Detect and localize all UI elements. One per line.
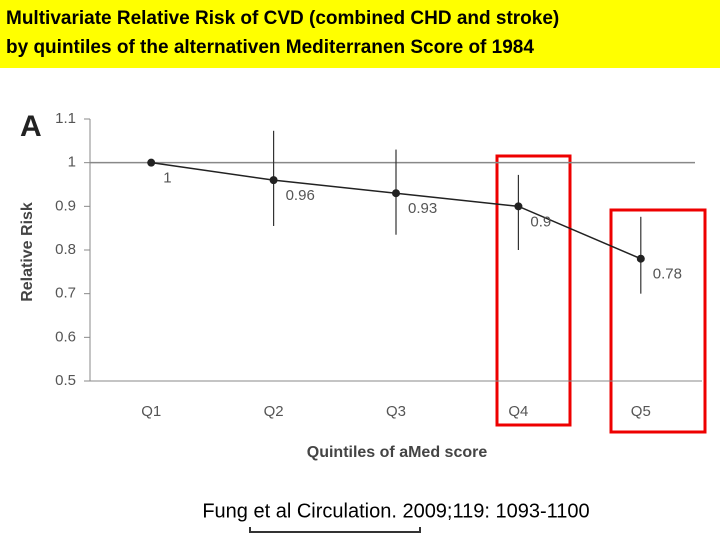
y-tick-label: 0.8 bbox=[55, 241, 76, 258]
y-axis-label: Relative Risk bbox=[19, 202, 36, 302]
y-tick-label: 0.5 bbox=[55, 372, 76, 389]
data-point bbox=[392, 189, 400, 198]
x-tick-label: Q3 bbox=[386, 403, 406, 420]
x-tick-label: Q5 bbox=[631, 403, 651, 420]
value-label: 0.93 bbox=[408, 200, 437, 217]
y-tick-label: 0.6 bbox=[55, 328, 76, 345]
x-tick-label: Q4 bbox=[508, 403, 528, 420]
data-point bbox=[636, 254, 645, 263]
data-point bbox=[514, 202, 523, 211]
highlight-box bbox=[495, 154, 572, 427]
panel-label: A bbox=[20, 110, 42, 143]
y-tick-label: 1.1 bbox=[55, 110, 76, 127]
bracket bbox=[249, 527, 421, 533]
x-tick-label: Q1 bbox=[141, 403, 161, 420]
title-line: Multivariate Relative Risk of CVD (combi… bbox=[6, 8, 559, 29]
x-axis-label: Quintiles of aMed score bbox=[307, 444, 488, 461]
data-point bbox=[269, 176, 278, 185]
value-label: 0.78 bbox=[653, 266, 682, 283]
value-label: 0.9 bbox=[530, 213, 551, 230]
data-point bbox=[147, 158, 156, 167]
title-band bbox=[0, 0, 720, 68]
x-tick-label: Q2 bbox=[264, 403, 284, 420]
value-label: 0.96 bbox=[286, 187, 315, 204]
citation: Fung et al Circulation. 2009;119: 1093-1… bbox=[202, 500, 589, 522]
y-tick-label: 0.9 bbox=[55, 197, 76, 214]
title-line: by quintiles of the alternativen Mediter… bbox=[6, 37, 534, 58]
y-tick-label: 1 bbox=[68, 154, 76, 171]
y-tick-label: 0.7 bbox=[55, 285, 76, 302]
value-label: 1 bbox=[163, 170, 171, 187]
highlight-box bbox=[609, 208, 707, 434]
